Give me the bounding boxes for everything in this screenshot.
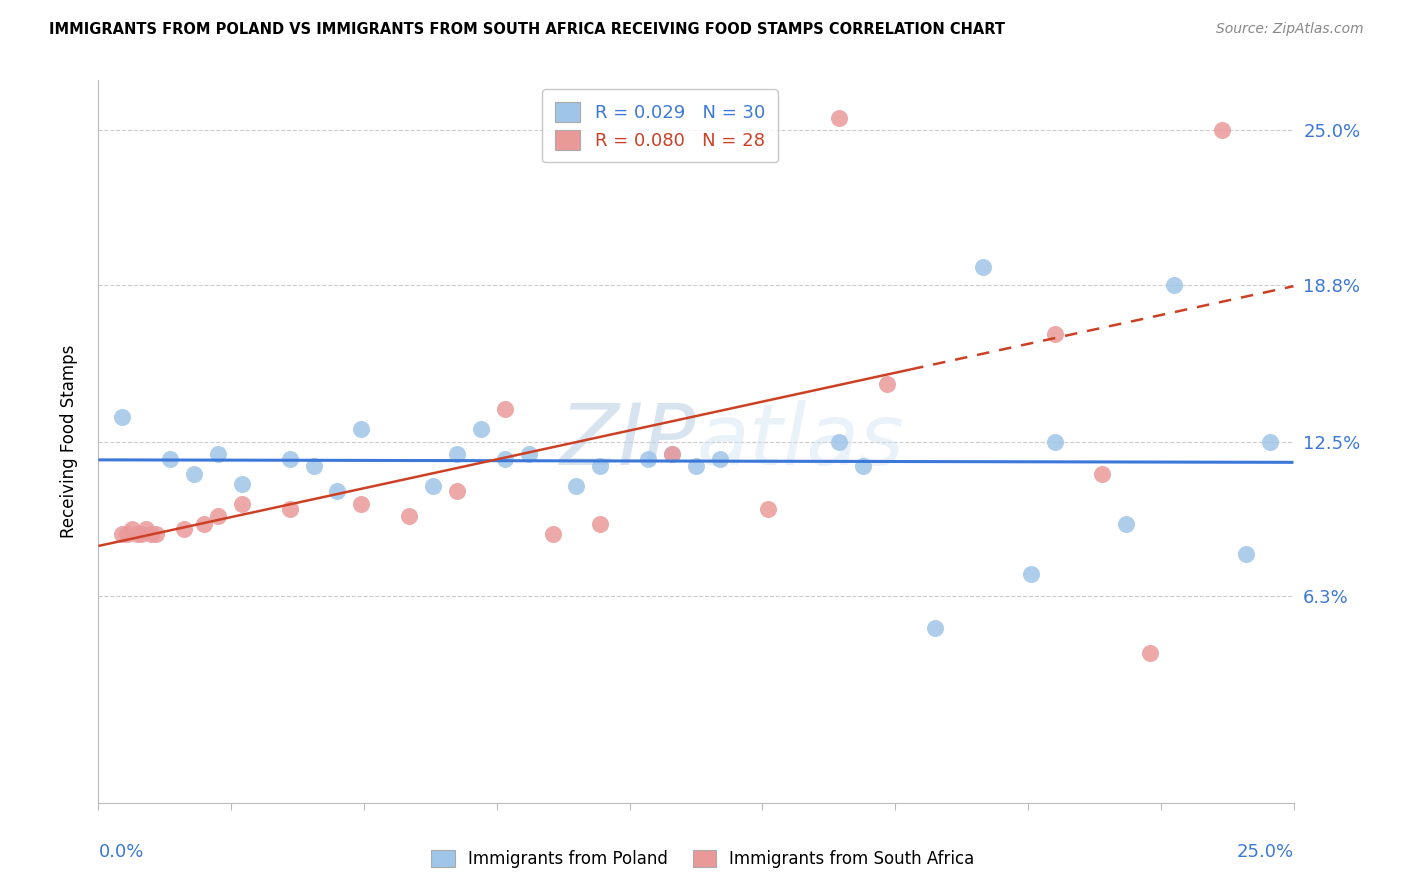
- Point: [565, 479, 588, 493]
- Point: [131, 526, 153, 541]
- Point: [1091, 467, 1114, 481]
- Point: [1163, 277, 1185, 292]
- Point: [231, 476, 253, 491]
- Text: 0.0%: 0.0%: [98, 843, 143, 861]
- Point: [972, 260, 994, 274]
- Text: Source: ZipAtlas.com: Source: ZipAtlas.com: [1216, 22, 1364, 37]
- Point: [756, 501, 779, 516]
- Point: [828, 111, 851, 125]
- Point: [876, 377, 898, 392]
- Point: [278, 501, 301, 516]
- Point: [828, 434, 851, 449]
- Point: [135, 522, 157, 536]
- Point: [709, 452, 731, 467]
- Point: [1043, 327, 1066, 342]
- Point: [1019, 566, 1042, 581]
- Legend: Immigrants from Poland, Immigrants from South Africa: Immigrants from Poland, Immigrants from …: [425, 843, 981, 875]
- Point: [446, 447, 468, 461]
- Point: [1234, 547, 1257, 561]
- Point: [494, 452, 516, 467]
- Point: [1043, 434, 1066, 449]
- Point: [446, 484, 468, 499]
- Point: [661, 447, 683, 461]
- Point: [637, 452, 659, 467]
- Point: [183, 467, 205, 481]
- Legend: R = 0.029   N = 30, R = 0.080   N = 28: R = 0.029 N = 30, R = 0.080 N = 28: [543, 89, 778, 162]
- Point: [207, 447, 229, 461]
- Point: [326, 484, 349, 499]
- Point: [302, 459, 325, 474]
- Point: [494, 402, 516, 417]
- Point: [207, 509, 229, 524]
- Point: [589, 516, 612, 531]
- Point: [231, 497, 253, 511]
- Point: [111, 409, 134, 424]
- Point: [111, 526, 134, 541]
- Y-axis label: Receiving Food Stamps: Receiving Food Stamps: [59, 345, 77, 538]
- Point: [159, 452, 181, 467]
- Text: atlas: atlas: [696, 400, 904, 483]
- Text: 25.0%: 25.0%: [1236, 843, 1294, 861]
- Point: [517, 447, 540, 461]
- Point: [1211, 123, 1233, 137]
- Point: [661, 447, 683, 461]
- Point: [541, 526, 564, 541]
- Point: [422, 479, 444, 493]
- Point: [589, 459, 612, 474]
- Point: [924, 621, 946, 635]
- Point: [1258, 434, 1281, 449]
- Point: [398, 509, 420, 524]
- Point: [115, 526, 138, 541]
- Point: [924, 11, 946, 25]
- Text: IMMIGRANTS FROM POLAND VS IMMIGRANTS FROM SOUTH AFRICA RECEIVING FOOD STAMPS COR: IMMIGRANTS FROM POLAND VS IMMIGRANTS FRO…: [49, 22, 1005, 37]
- Point: [139, 526, 162, 541]
- Point: [193, 516, 215, 531]
- Point: [1139, 646, 1161, 660]
- Point: [145, 526, 167, 541]
- Point: [1115, 516, 1137, 531]
- Point: [173, 522, 195, 536]
- Point: [121, 522, 143, 536]
- Point: [350, 422, 373, 436]
- Text: ZIP: ZIP: [560, 400, 696, 483]
- Point: [852, 459, 875, 474]
- Point: [350, 497, 373, 511]
- Point: [278, 452, 301, 467]
- Point: [470, 422, 492, 436]
- Point: [685, 459, 707, 474]
- Point: [125, 526, 148, 541]
